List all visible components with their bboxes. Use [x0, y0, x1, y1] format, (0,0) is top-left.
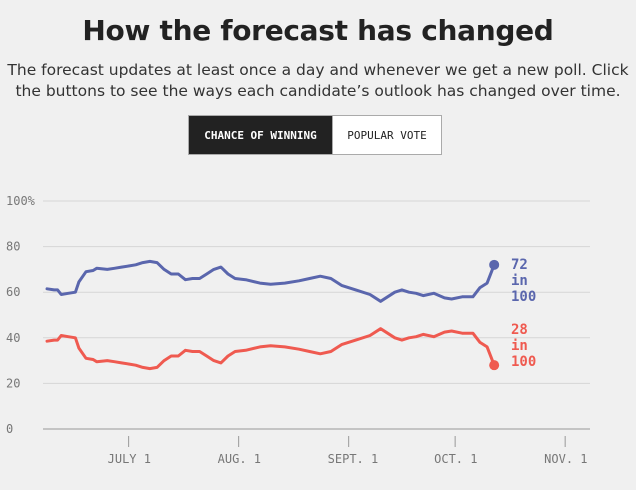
x-tick-label: AUG. 1 — [218, 452, 261, 466]
y-tick-label: 60 — [6, 285, 20, 299]
end-label-red: in — [511, 338, 528, 354]
y-tick-label: 100% — [6, 194, 36, 208]
y-tick-label: 20 — [6, 376, 20, 390]
series-line-blue — [45, 259, 496, 303]
page-title: How the forecast has changed — [82, 14, 554, 47]
y-tick-label: 80 — [6, 240, 20, 254]
view-toggle: CHANCE OF WINNING POPULAR VOTE — [188, 115, 442, 155]
end-label-red: 28 — [511, 322, 528, 338]
end-label-blue: 72 — [511, 257, 528, 273]
subtitle-line-1: The forecast updates at least once a day… — [7, 61, 629, 79]
end-label-blue: in — [511, 273, 528, 289]
popular-vote-button[interactable]: POPULAR VOTE — [333, 116, 441, 154]
x-tick-label: SEPT. 1 — [328, 452, 379, 466]
x-tick-label: NOV. 1 — [544, 452, 587, 466]
series-endpoint-blue — [489, 259, 500, 270]
page-subtitle: The forecast updates at least once a day… — [0, 60, 636, 102]
end-label-blue: 100 — [511, 289, 536, 305]
y-tick-label: 40 — [6, 331, 20, 345]
y-tick-label: 0 — [6, 422, 13, 436]
x-tick-label: OCT. 1 — [434, 452, 477, 466]
end-label-red: 100 — [511, 354, 536, 370]
series-line-red — [45, 327, 496, 371]
x-tick-label: JULY 1 — [108, 452, 151, 466]
chance-of-winning-button[interactable]: CHANCE OF WINNING — [189, 116, 333, 154]
series-endpoint-red — [489, 360, 500, 371]
subtitle-line-2: the buttons to see the ways each candida… — [15, 82, 621, 100]
